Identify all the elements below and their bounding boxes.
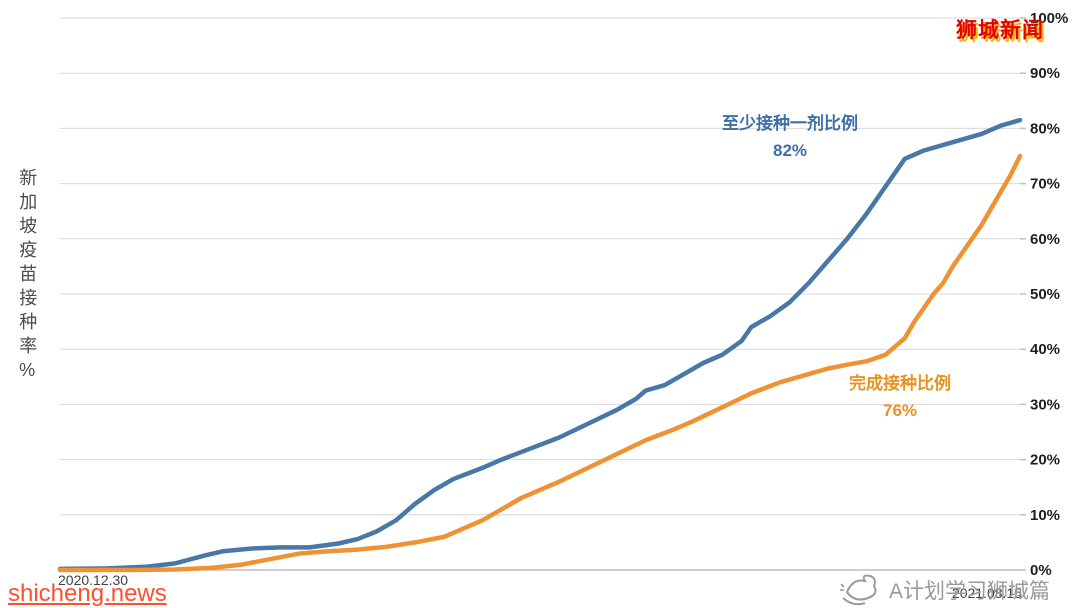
y-axis-tick-label: 100% — [1030, 10, 1068, 27]
y-axis-tick-label: 50% — [1030, 286, 1060, 303]
y-axis-tick-label: 60% — [1030, 231, 1060, 248]
x-axis-end-label: 2021.08.15 — [951, 585, 1022, 601]
watermark-shicheng-news-url: shicheng.news — [8, 580, 167, 607]
y-axis-tick-label: 20% — [1030, 452, 1060, 469]
y-axis-title: 新加坡疫苗接种率% — [17, 168, 38, 386]
watermark-account: A计划学习狮城篇 — [837, 572, 1050, 608]
annotation-at-least-one-dose-label: 至少接种一剂比例 — [722, 114, 858, 133]
annotation-at-least-one-dose-value: 82% — [772, 141, 808, 161]
watermark-account-label: A计划学习狮城篇 — [888, 580, 1050, 603]
annotation-at-least-one-dose: 至少接种一剂比例 82% — [660, 110, 920, 164]
y-axis-tick-label: 0% — [1030, 562, 1052, 579]
y-axis-tick-label: 40% — [1030, 341, 1060, 358]
y-axis-tick-label: 90% — [1030, 65, 1060, 82]
y-axis-tick-label: 30% — [1030, 396, 1060, 413]
y-axis-tick-label: 10% — [1030, 507, 1060, 524]
annotation-fully-vaccinated-value: 76% — [882, 401, 918, 421]
watermark-shicheng-news-cn: 狮城新闻 — [956, 19, 1044, 42]
x-axis-start-label: 2020.12.30 — [58, 572, 129, 588]
y-axis-tick-label: 70% — [1030, 176, 1060, 193]
annotation-fully-vaccinated-label: 完成接种比例 — [849, 374, 951, 393]
series-line-fully-vaccinated — [57, 153, 1023, 573]
dove-logo-icon — [839, 574, 877, 606]
annotation-fully-vaccinated: 完成接种比例 76% — [800, 370, 1000, 424]
series-line-at-least-one-dose — [57, 117, 1023, 572]
y-axis-tick-label: 80% — [1030, 120, 1060, 137]
